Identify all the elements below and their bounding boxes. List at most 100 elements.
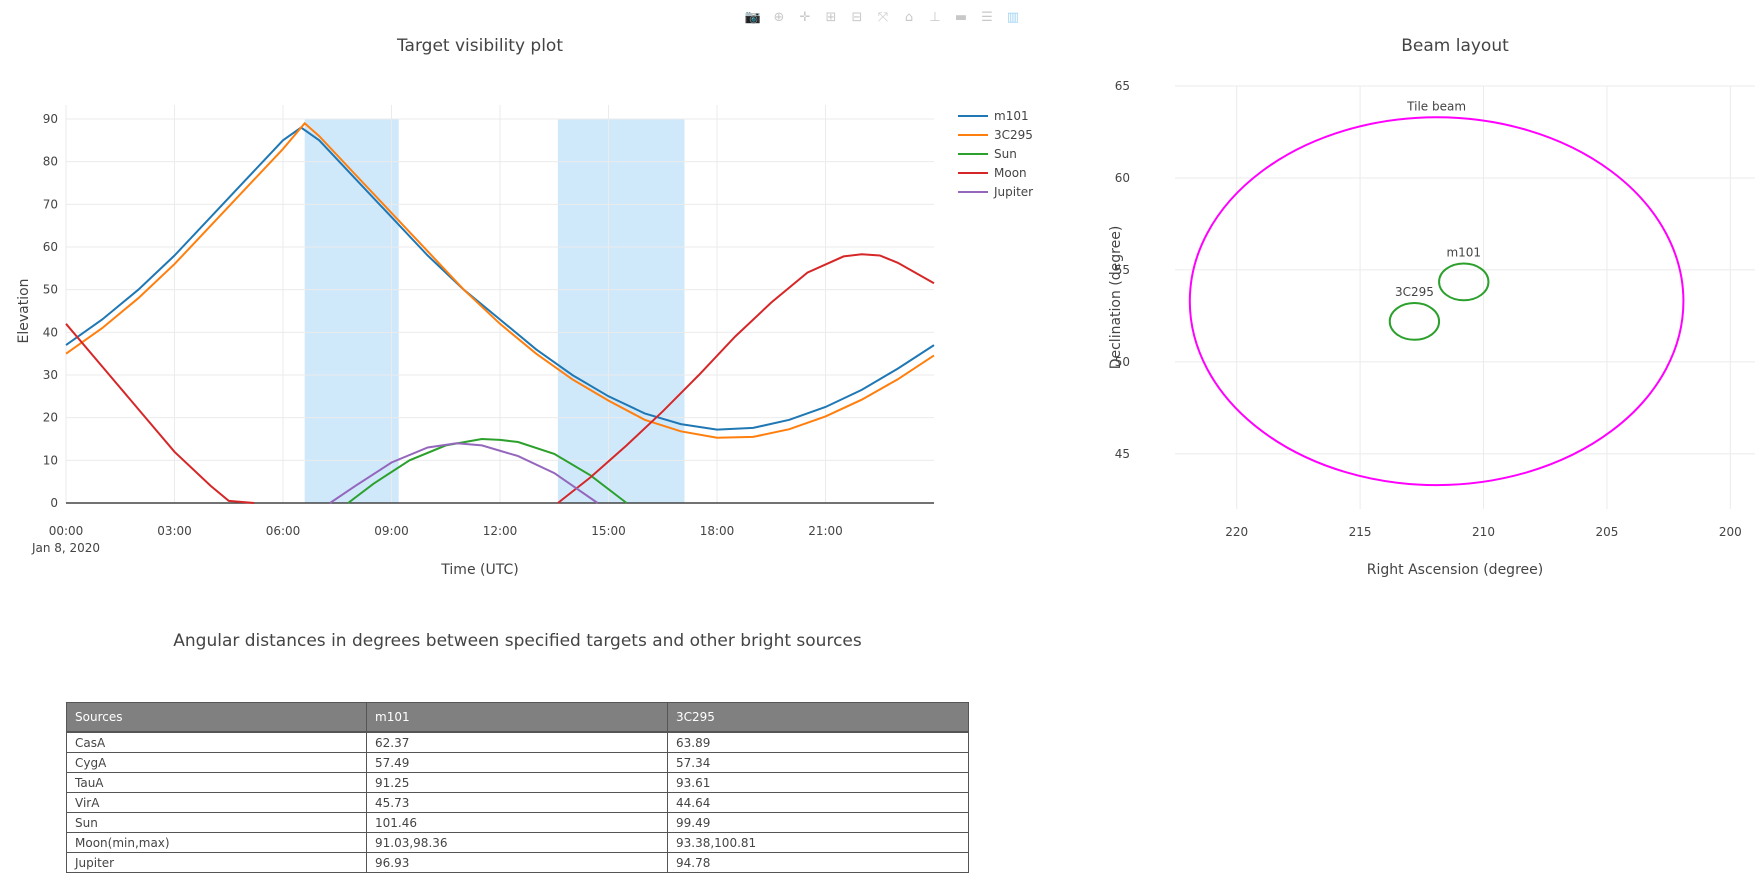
x-tick-label: 205 bbox=[1595, 525, 1618, 539]
x-tick-label: 03:00 bbox=[157, 524, 192, 538]
shape-label: 3C295 bbox=[1395, 285, 1434, 299]
plotly-logo-icon[interactable]: ▥ bbox=[1006, 9, 1020, 25]
distance-value-cell: 44.64 bbox=[667, 792, 969, 813]
zoom-out-icon[interactable]: ⊟ bbox=[851, 9, 863, 25]
y-tick-label: 50 bbox=[1115, 355, 1130, 369]
distance-value-cell: 45.73 bbox=[366, 792, 668, 813]
table-row: CygA 57.49 57.34 bbox=[66, 752, 969, 773]
tile-beam-ellipse[interactable] bbox=[1188, 116, 1685, 487]
series-line-jupiter[interactable] bbox=[329, 442, 599, 504]
angular-distance-table: Sources m101 3C295 CasA 62.37 63.89 CygA 57.… bbox=[66, 702, 969, 873]
spike-lines-icon[interactable]: ⊥ bbox=[929, 9, 941, 25]
y-tick-label: 50 bbox=[43, 283, 58, 297]
x-tick-label: 09:00 bbox=[374, 524, 409, 538]
x-tick-label: 21:00 bbox=[808, 524, 843, 538]
observation-window bbox=[304, 119, 399, 503]
x-tick-label: 200 bbox=[1719, 525, 1742, 539]
hover-closest-icon[interactable]: ▬ bbox=[954, 9, 968, 25]
table-header-cell: m101 bbox=[366, 702, 668, 733]
x-tick-label: 15:00 bbox=[591, 524, 626, 538]
table-row: TauA 91.25 93.61 bbox=[66, 772, 969, 793]
y-tick-label: 20 bbox=[43, 411, 58, 425]
autoscale-icon[interactable]: ⤧ bbox=[877, 9, 889, 25]
series-line-3c295[interactable] bbox=[65, 121, 935, 439]
beam-layout-plot[interactable]: Tile beam m101 3C295 45 50 55 60 65 220 215 210 205… bbox=[1108, 36, 1755, 578]
y-tick-label: 90 bbox=[43, 112, 58, 126]
y-tick-label: 10 bbox=[43, 453, 58, 467]
y-tick-label: 60 bbox=[43, 240, 58, 254]
y-tick-label: 40 bbox=[43, 325, 58, 339]
distance-value-cell: 91.03,98.36 bbox=[366, 832, 668, 853]
y-tick-label: 70 bbox=[43, 197, 58, 211]
table-row: VirA 45.73 44.64 bbox=[66, 792, 969, 813]
home-icon[interactable]: ⌂ bbox=[904, 9, 914, 25]
series-line-sun[interactable] bbox=[347, 437, 628, 504]
table-header-cell: Sources bbox=[66, 702, 367, 733]
distance-value-cell: 93.61 bbox=[667, 772, 969, 793]
source-name-cell: Sun bbox=[66, 812, 367, 833]
series-line-moon[interactable] bbox=[557, 253, 935, 504]
table-row: Moon(min,max) 91.03,98.36 93.38,100.81 bbox=[66, 832, 969, 853]
x-tick-label: 12:00 bbox=[483, 524, 518, 538]
distance-value-cell: 63.89 bbox=[667, 731, 969, 753]
chart-title: Beam layout bbox=[1401, 36, 1509, 56]
source-name-cell: VirA bbox=[66, 792, 367, 813]
y-tick-label: 80 bbox=[43, 155, 58, 169]
distance-value-cell: 93.38,100.81 bbox=[667, 832, 969, 853]
x-tick-label: 210 bbox=[1472, 525, 1495, 539]
chart-legend: m101 3C295 Sun Moon Jupiter bbox=[958, 109, 1033, 199]
table-row: Jupiter 96.93 94.78 bbox=[66, 852, 969, 873]
shape-label: m101 bbox=[1446, 245, 1481, 259]
distance-value-cell: 57.49 bbox=[366, 752, 668, 773]
chart-title: Target visibility plot bbox=[396, 36, 563, 56]
y-axis-title: Declination (degree) bbox=[1108, 226, 1124, 370]
series-line-moon[interactable] bbox=[65, 323, 255, 504]
table-header-row: Sources m101 3C295 bbox=[66, 702, 969, 733]
legend-label: Moon bbox=[994, 166, 1027, 180]
source-name-cell: Jupiter bbox=[66, 852, 367, 873]
distance-value-cell: 96.93 bbox=[366, 852, 668, 873]
source-name-cell: CygA bbox=[66, 752, 367, 773]
distance-value-cell: 99.49 bbox=[667, 812, 969, 833]
source-name-cell: Moon(min,max) bbox=[66, 832, 367, 853]
distance-value-cell: 101.46 bbox=[366, 812, 668, 833]
table-row: CasA 62.37 63.89 bbox=[66, 731, 969, 753]
pan-icon[interactable]: ✛ bbox=[799, 9, 811, 25]
distance-value-cell: 62.37 bbox=[366, 731, 668, 753]
source-name-cell: CasA bbox=[66, 731, 367, 753]
x-tick-label: 00:00 bbox=[49, 524, 84, 538]
source-name-cell: TauA bbox=[66, 772, 367, 793]
target-beam-m101[interactable] bbox=[1438, 262, 1490, 302]
distance-value-cell: 91.25 bbox=[366, 772, 668, 793]
legend-label: 3C295 bbox=[994, 128, 1033, 142]
x-tick-label: 06:00 bbox=[266, 524, 301, 538]
x-tick-label: 215 bbox=[1349, 525, 1372, 539]
y-tick-label: 30 bbox=[43, 368, 58, 382]
y-tick-label: 45 bbox=[1115, 447, 1130, 461]
zoom-icon[interactable]: ⊕ bbox=[773, 9, 785, 25]
table-header-cell: 3C295 bbox=[667, 702, 969, 733]
camera-icon[interactable]: 📷 bbox=[744, 9, 762, 25]
legend-label: m101 bbox=[994, 109, 1029, 123]
shape-label: Tile beam bbox=[1406, 99, 1466, 113]
target-beam-3c295[interactable] bbox=[1388, 302, 1441, 341]
visibility-plot[interactable]: 0 10 20 30 40 50 60 70 80 90 00:00 03:00 06:00 09:00 1… bbox=[16, 36, 1033, 578]
x-tick-label: 220 bbox=[1225, 525, 1248, 539]
legend-label: Jupiter bbox=[993, 185, 1033, 199]
table-row: Sun 101.46 99.49 bbox=[66, 812, 969, 833]
table-title: Angular distances in degrees between spe… bbox=[173, 631, 862, 651]
x-date-label: Jan 8, 2020 bbox=[31, 541, 100, 555]
y-tick-label: 0 bbox=[50, 496, 58, 510]
x-tick-label: 18:00 bbox=[700, 524, 735, 538]
series-line-m101[interactable] bbox=[65, 126, 935, 431]
y-tick-label: 65 bbox=[1115, 79, 1130, 93]
observation-window bbox=[557, 119, 685, 503]
y-tick-label: 55 bbox=[1115, 263, 1130, 277]
hover-compare-icon[interactable]: ☰ bbox=[981, 9, 993, 25]
y-tick-label: 60 bbox=[1115, 171, 1130, 185]
x-axis-title: Right Ascension (degree) bbox=[1367, 562, 1543, 578]
distance-value-cell: 94.78 bbox=[667, 852, 969, 873]
plot-modebar: 📷 ⊕ ✛ ⊞ ⊟ ⤧ ⌂ ⊥ ▬ ☰ ▥ bbox=[744, 8, 1022, 28]
zoom-in-icon[interactable]: ⊞ bbox=[825, 9, 837, 25]
